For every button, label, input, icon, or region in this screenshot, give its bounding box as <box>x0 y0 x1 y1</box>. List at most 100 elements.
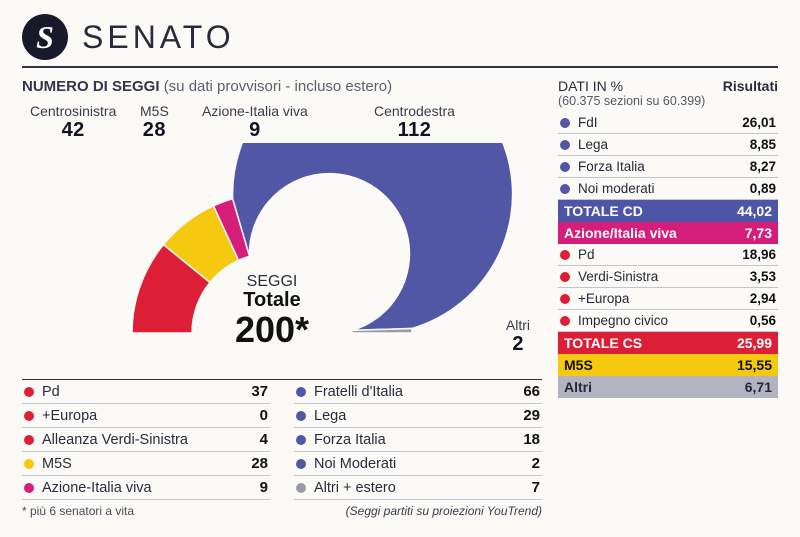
party-seats: 9 <box>260 479 268 496</box>
party-name: Pd <box>42 384 243 400</box>
seats-footnote: * più 6 senatori a vita <box>22 504 270 518</box>
party-dot-icon <box>24 411 34 421</box>
coalition-label-1: M5S28 <box>140 103 169 142</box>
total-name: Altri <box>564 379 745 395</box>
coalition-name: M5S <box>140 103 169 119</box>
coalition-label-3: Centrodestra112 <box>374 103 455 142</box>
party-name: Pd <box>578 247 734 262</box>
total-name: M5S <box>564 357 737 373</box>
coalition-label-2: Azione-Italia viva9 <box>202 103 308 142</box>
percent-row: Lega8,85 <box>558 134 778 156</box>
seat-list-left: Pd 37 +Europa 0 Alleanza Verdi-Sinistra 4 M5S 2… <box>22 380 270 518</box>
party-name: Alleanza Verdi-Sinistra <box>42 432 252 448</box>
percent-row: Pd 18,96 <box>558 244 778 266</box>
party-dot-icon <box>296 459 306 469</box>
party-percent: 0,56 <box>750 313 776 328</box>
party-percent: 2,94 <box>750 291 776 306</box>
header: S SENATO <box>22 14 778 60</box>
coalition-value: 9 <box>202 119 308 142</box>
coalition-name: Centrosinistra <box>30 103 116 119</box>
party-seats: 4 <box>260 431 268 448</box>
party-name: Noi Moderati <box>314 456 524 472</box>
party-seats: 37 <box>251 383 268 400</box>
percent-row: FdI26,01 <box>558 112 778 134</box>
party-dot-icon <box>560 184 570 194</box>
party-name: Lega <box>578 137 742 152</box>
party-dot-icon <box>560 294 570 304</box>
party-percent: 8,27 <box>750 159 776 174</box>
total-percent: 15,55 <box>737 357 772 373</box>
left-panel: NUMERO DI SEGGI (su dati provvisori - in… <box>22 76 542 518</box>
party-seats: 29 <box>523 407 540 424</box>
total-percent: 44,02 <box>737 203 772 219</box>
percent-head-right: Risultati <box>723 78 778 94</box>
center-line3: 200* <box>182 312 362 348</box>
party-percent: 3,53 <box>750 269 776 284</box>
coalition-value: 112 <box>374 119 455 142</box>
party-name: Forza Italia <box>314 432 515 448</box>
party-percent: 26,01 <box>742 115 776 130</box>
party-name: +Europa <box>42 408 252 424</box>
party-dot-icon <box>560 162 570 172</box>
altri-name: Altri <box>506 317 530 333</box>
percent-total-bar: Azione/Italia viva7,73 <box>558 222 778 244</box>
subhead-strong: NUMERO DI SEGGI <box>22 78 160 95</box>
seat-lists: Pd 37 +Europa 0 Alleanza Verdi-Sinistra 4 M5S 2… <box>22 379 542 518</box>
party-seats: 28 <box>251 455 268 472</box>
coalition-labels: Centrosinistra42 M5S28 Azione-Italia viva9… <box>22 103 542 147</box>
party-name: Fratelli d'Italia <box>314 384 515 400</box>
party-dot-icon <box>560 118 570 128</box>
total-name: Azione/Italia viva <box>564 225 745 241</box>
altri-value: 2 <box>506 333 530 356</box>
party-seats: 66 <box>523 383 540 400</box>
senate-logo-icon: S <box>22 14 68 60</box>
party-name: Verdi-Sinistra <box>578 269 742 284</box>
seat-row: +Europa 0 <box>22 404 270 428</box>
total-percent: 7,73 <box>745 225 772 241</box>
party-name: Altri + estero <box>314 480 524 496</box>
party-dot-icon <box>560 316 570 326</box>
percent-total-bar: TOTALE CS25,99 <box>558 332 778 354</box>
party-percent: 0,89 <box>750 181 776 196</box>
party-name: Forza Italia <box>578 159 742 174</box>
party-dot-icon <box>296 387 306 397</box>
party-name: +Europa <box>578 291 742 306</box>
chart-center: SEGGI Totale 200* <box>182 273 362 348</box>
party-dot-icon <box>24 459 34 469</box>
party-seats: 2 <box>532 455 540 472</box>
party-seats: 7 <box>532 479 540 496</box>
coalition-value: 42 <box>30 119 116 142</box>
party-name: M5S <box>42 456 243 472</box>
seat-row: Alleanza Verdi-Sinistra 4 <box>22 428 270 452</box>
percent-total-bar: TOTALE CD44,02 <box>558 200 778 222</box>
donut-chart-wrap: SEGGI Totale 200* Altri 2 <box>22 147 542 377</box>
percent-total-bar: Altri6,71 <box>558 376 778 398</box>
total-name: TOTALE CD <box>564 203 737 219</box>
total-percent: 6,71 <box>745 379 772 395</box>
percent-row: Verdi-Sinistra 3,53 <box>558 266 778 288</box>
party-seats: 18 <box>523 431 540 448</box>
party-dot-icon <box>296 435 306 445</box>
seat-row: Pd 37 <box>22 380 270 404</box>
altri-label: Altri 2 <box>506 317 530 356</box>
party-percent: 18,96 <box>742 247 776 262</box>
percent-subhead: (60.375 sezioni su 60.399) <box>558 94 778 108</box>
seat-row: Noi Moderati 2 <box>294 452 542 476</box>
header-rule <box>22 66 778 68</box>
seat-row: M5S 28 <box>22 452 270 476</box>
party-dot-icon <box>296 483 306 493</box>
party-dot-icon <box>24 483 34 493</box>
subhead-note: (su dati provvisori - incluso estero) <box>164 78 392 95</box>
seat-row: Lega 29 <box>294 404 542 428</box>
coalition-name: Centrodestra <box>374 103 455 119</box>
party-name: Lega <box>314 408 515 424</box>
party-dot-icon <box>296 411 306 421</box>
seats-source: (Seggi partiti su proiezioni YouTrend) <box>294 504 542 518</box>
seat-row: Azione-Italia viva9 <box>22 476 270 500</box>
party-dot-icon <box>24 435 34 445</box>
coalition-label-0: Centrosinistra42 <box>30 103 116 142</box>
seats-subhead: NUMERO DI SEGGI (su dati provvisori - in… <box>22 78 542 95</box>
party-seats: 0 <box>260 407 268 424</box>
percent-panel: DATI IN % Risultati (60.375 sezioni su 6… <box>558 76 778 518</box>
percent-row: Impegno civico0,56 <box>558 310 778 332</box>
